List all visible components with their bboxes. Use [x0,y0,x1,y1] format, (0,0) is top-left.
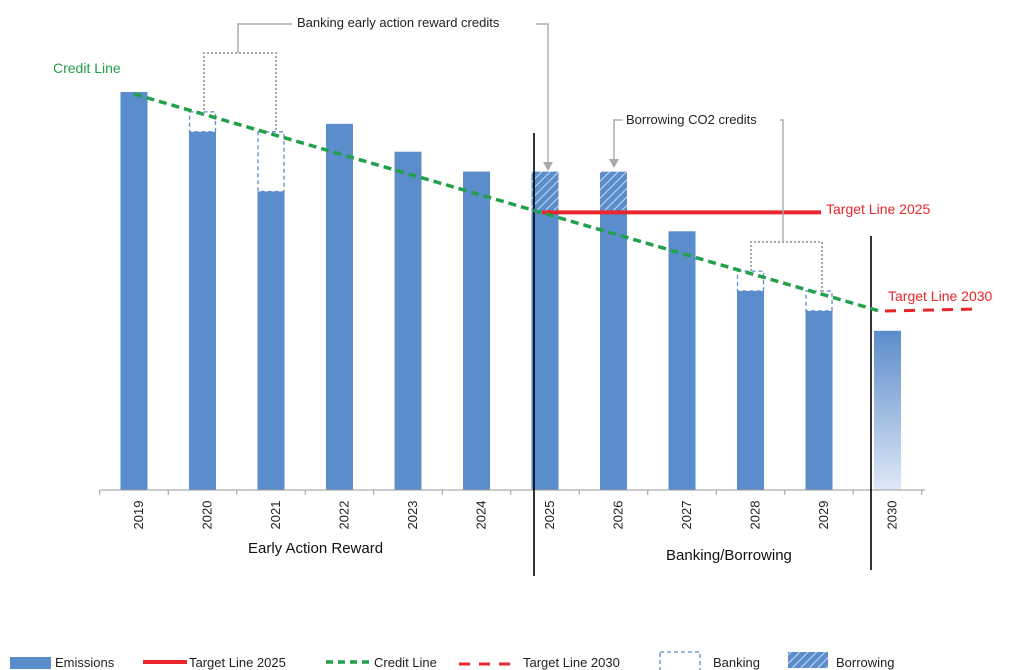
emissions-bar-2026 [600,211,627,490]
x-tick-label-2028: 2028 [748,501,763,530]
x-tick-label-2020: 2020 [200,501,215,530]
borrowing-callout-right [780,119,784,242]
emissions-bar-2027 [668,231,696,491]
credit-line [133,92,883,314]
legend-swatch-borrowing [788,652,828,668]
x-tick-label-2025: 2025 [542,501,557,530]
emissions-bar-2020 [189,131,216,491]
x-tick-label-2019: 2019 [131,501,146,530]
banking-callout-right [536,23,549,164]
legend-label-credit-line: Credit Line [374,655,437,670]
banking-callout-arrowhead [543,162,553,171]
target-line-2030-label: Target Line 2030 [888,288,993,304]
legend-swatch-banking [659,651,701,670]
x-tick-label-2022: 2022 [337,501,352,530]
borrowing-callout-left [613,119,622,161]
banking-segment-2028 [736,270,765,292]
emissions-bar-2028 [737,291,764,490]
x-axis: 2019 2020 2021 2022 2023 2024 2025 2026 2027 2028… [99,489,925,530]
emissions-bar-2021 [257,191,285,490]
x-tick-label-2030: 2030 [885,501,900,530]
banking-callout-left [237,23,292,53]
emissions-bar-2029 [805,310,833,490]
target-line-2030 [884,307,979,313]
banking-bracket-2028-2029 [750,241,823,292]
annotations-layer: Credit Line Target Line 2025 Target Line… [53,15,993,564]
x-tick-label-2029: 2029 [816,501,831,530]
banking-borrowing-layer [188,111,833,312]
lines-layer [133,23,979,576]
section-early-action-reward: Early Action Reward [248,540,383,557]
legend-label-emissions: Emissions [55,655,115,670]
borrowing-segment-2025 [531,171,559,212]
x-tick-label-2024: 2024 [474,501,489,530]
x-tick-label-2026: 2026 [611,501,626,530]
borrowing-callout-arrowhead [609,159,619,168]
emissions-bar-2022 [326,123,353,490]
emissions-bar-2019 [120,92,148,490]
x-tick-label-2021: 2021 [268,501,283,530]
borrowing-segment-2026 [600,171,627,212]
target-line-2025-label: Target Line 2025 [826,201,931,217]
emissions-bar-2030 [874,330,901,490]
credit-line-label: Credit Line [53,60,121,76]
banking-bracket-2020-2021 [203,52,277,130]
x-tick-label-2023: 2023 [405,501,420,530]
legend-label-target-2025: Target Line 2025 [189,655,286,670]
legend-label-target-2030: Target Line 2030 [523,655,620,670]
banking-annotation: Banking early action reward credits [297,15,500,30]
legend-label-borrowing: Borrowing [836,655,895,670]
x-tick-label-2027: 2027 [679,501,694,530]
banking-segment-2021 [257,131,285,193]
bars-layer [120,92,901,491]
legend-swatch-emissions [10,657,51,669]
emissions-bar-2024 [463,171,490,490]
section-banking-borrowing: Banking/Borrowing [666,547,792,564]
legend: Emissions Target Line 2025 Credit Line T… [10,651,895,670]
banking-segment-2020 [188,111,217,133]
emissions-bar-2023 [394,151,422,490]
legend-label-banking: Banking [713,655,760,670]
banking-segment-2029 [805,290,833,312]
borrowing-annotation: Borrowing CO2 credits [626,112,757,127]
emissions-bar-2025 [531,211,559,490]
